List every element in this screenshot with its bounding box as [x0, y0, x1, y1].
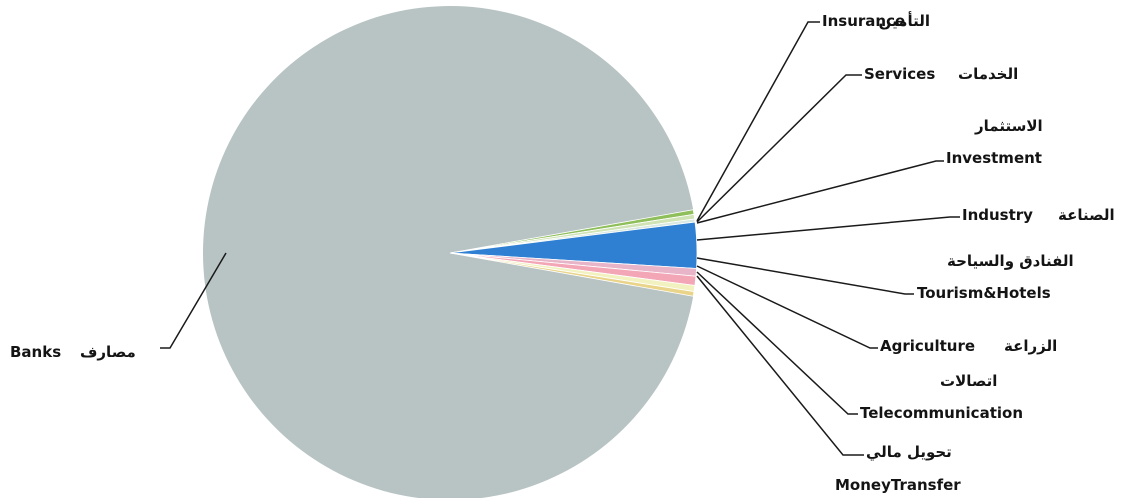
label-banks-ar: مصارف	[80, 343, 136, 361]
label-telecom-en: Telecommunication	[860, 404, 1023, 422]
label-banks-en: Banks	[10, 343, 61, 361]
leader-services	[696, 74, 862, 223]
slice-banks	[202, 6, 694, 498]
leader-banks	[160, 252, 227, 349]
leader-industry	[696, 216, 960, 241]
label-services-ar: الخدمات	[958, 65, 1018, 83]
label-insurance-ar: التأمين	[879, 11, 930, 30]
label-industry-ar: الصناعة	[1058, 206, 1115, 224]
label-moneytransfer-en: MoneyTransfer	[835, 476, 961, 494]
label-agriculture: Agriculture الزراعة	[880, 337, 1057, 355]
label-investment-ar: الاستثمار	[974, 117, 1043, 135]
label-moneytransfer: تحويل مالي MoneyTransfer	[835, 443, 961, 494]
label-tourism-ar: الفنادق والسياحة	[947, 252, 1074, 270]
label-tourism-en: Tourism&Hotels	[917, 284, 1051, 302]
label-banks: Banks مصارف	[10, 343, 136, 361]
label-agriculture-en: Agriculture	[880, 337, 975, 355]
label-moneytransfer-ar: تحويل مالي	[866, 443, 952, 461]
label-industry: Industry الصناعة	[962, 206, 1115, 224]
label-investment: الاستثمار Investment	[946, 117, 1043, 167]
label-tourism: الفنادق والسياحة Tourism&Hotels	[917, 252, 1074, 302]
label-insurance: Insurance التأمين	[822, 11, 930, 30]
leader-insurance	[696, 21, 820, 222]
slice-moneytransfer	[449, 252, 695, 297]
label-telecom: اتصالات Telecommunication	[860, 372, 1023, 422]
label-services: Services الخدمات	[864, 65, 1018, 83]
leader-telecom	[696, 271, 858, 415]
leader-moneytransfer	[696, 275, 864, 456]
label-insurance-en: Insurance	[822, 12, 905, 30]
pie-slices	[202, 6, 698, 498]
label-services-en: Services	[864, 65, 935, 83]
leader-investment	[696, 160, 944, 224]
label-industry-en: Industry	[962, 206, 1033, 224]
leader-lines	[160, 21, 960, 456]
label-telecom-ar: اتصالات	[940, 372, 997, 390]
leader-agriculture	[696, 265, 878, 349]
label-agriculture-ar: الزراعة	[1004, 337, 1057, 355]
leader-tourism	[696, 257, 914, 295]
label-investment-en: Investment	[946, 149, 1042, 167]
